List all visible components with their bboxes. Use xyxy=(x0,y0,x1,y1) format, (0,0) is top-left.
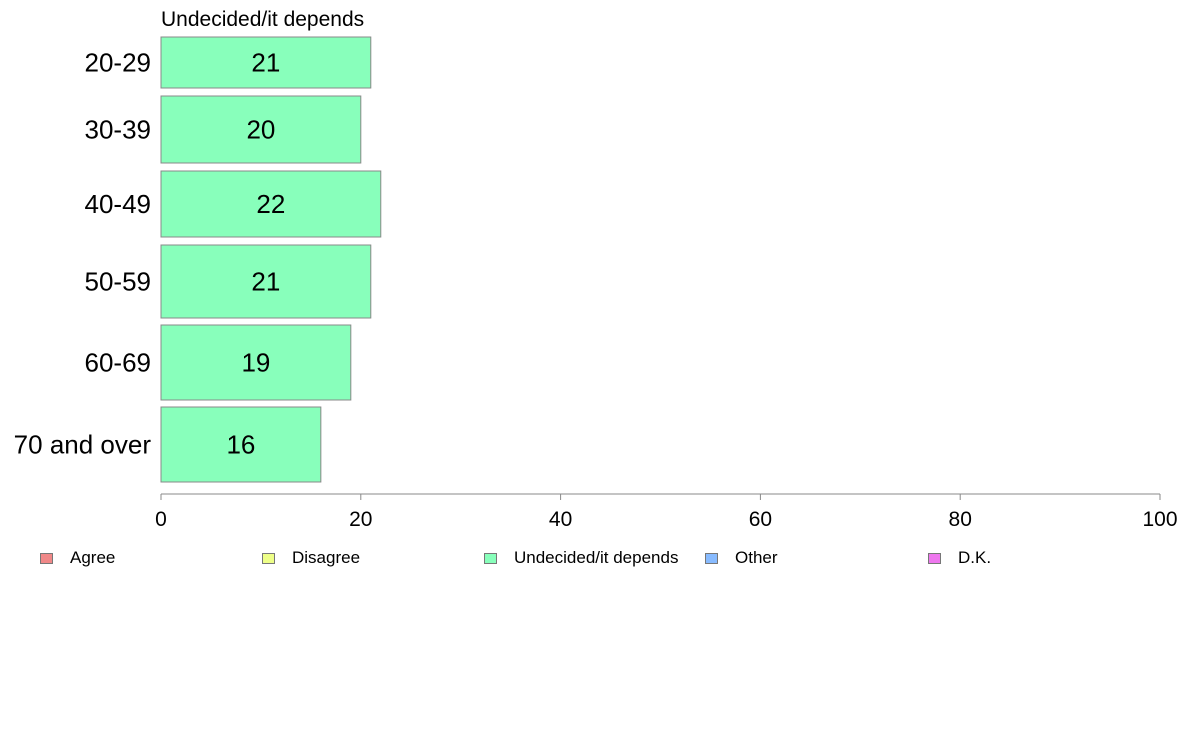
x-tick-label: 80 xyxy=(949,508,972,531)
bar-30-39 xyxy=(160,95,362,164)
x-tick-label: 100 xyxy=(1142,508,1177,531)
x-tick-label: 40 xyxy=(549,508,572,531)
x-axis: 0 20 40 60 80 100 xyxy=(155,493,1178,531)
legend-swatch xyxy=(705,552,718,564)
bars-group: 20-29 21 30-39 20 40-49 22 50-59 21 60-69 19 70 an… xyxy=(14,36,382,483)
legend-item: Disagree xyxy=(262,546,360,570)
data-label: 16 xyxy=(226,430,255,460)
legend-item: Agree xyxy=(40,546,115,570)
bar-60-69 xyxy=(160,324,352,401)
legend-swatch xyxy=(928,552,941,564)
legend-swatch xyxy=(40,552,53,564)
category-label: 20-29 xyxy=(85,48,152,78)
data-label: 20 xyxy=(246,115,275,145)
legend-item: Undecided/it depends xyxy=(484,546,678,570)
data-label: 22 xyxy=(256,189,285,219)
category-label: 50-59 xyxy=(85,267,152,297)
legend-label: Undecided/it depends xyxy=(514,548,679,567)
bar-70-and-over xyxy=(160,406,322,483)
legend-label: Disagree xyxy=(292,548,361,567)
data-label: 21 xyxy=(251,48,280,78)
legend-item: Other xyxy=(705,546,778,570)
category-label: 30-39 xyxy=(85,115,152,145)
data-label: 19 xyxy=(241,348,270,378)
chart-title: Undecided/it depends xyxy=(161,8,364,31)
legend-label: D.K. xyxy=(958,548,992,567)
category-label: 40-49 xyxy=(85,189,152,219)
bar-20-29 xyxy=(160,36,372,89)
x-tick-label: 20 xyxy=(349,508,372,531)
legend-label: Other xyxy=(735,548,778,567)
data-label: 21 xyxy=(251,267,280,297)
legend-item: D.K. xyxy=(928,546,991,570)
legend-label: Agree xyxy=(70,548,116,567)
x-tick-label: 60 xyxy=(749,508,772,531)
legend-swatch xyxy=(484,552,497,564)
x-tick-label: 0 xyxy=(155,508,167,531)
category-label: 70 and over xyxy=(14,430,152,460)
legend-swatch xyxy=(262,552,275,564)
bar-40-49 xyxy=(160,170,382,238)
legend: Agree Disagree Undecided/it depends Other D.… xyxy=(0,546,1188,570)
bar-50-59 xyxy=(160,244,372,319)
category-label: 60-69 xyxy=(85,348,152,378)
